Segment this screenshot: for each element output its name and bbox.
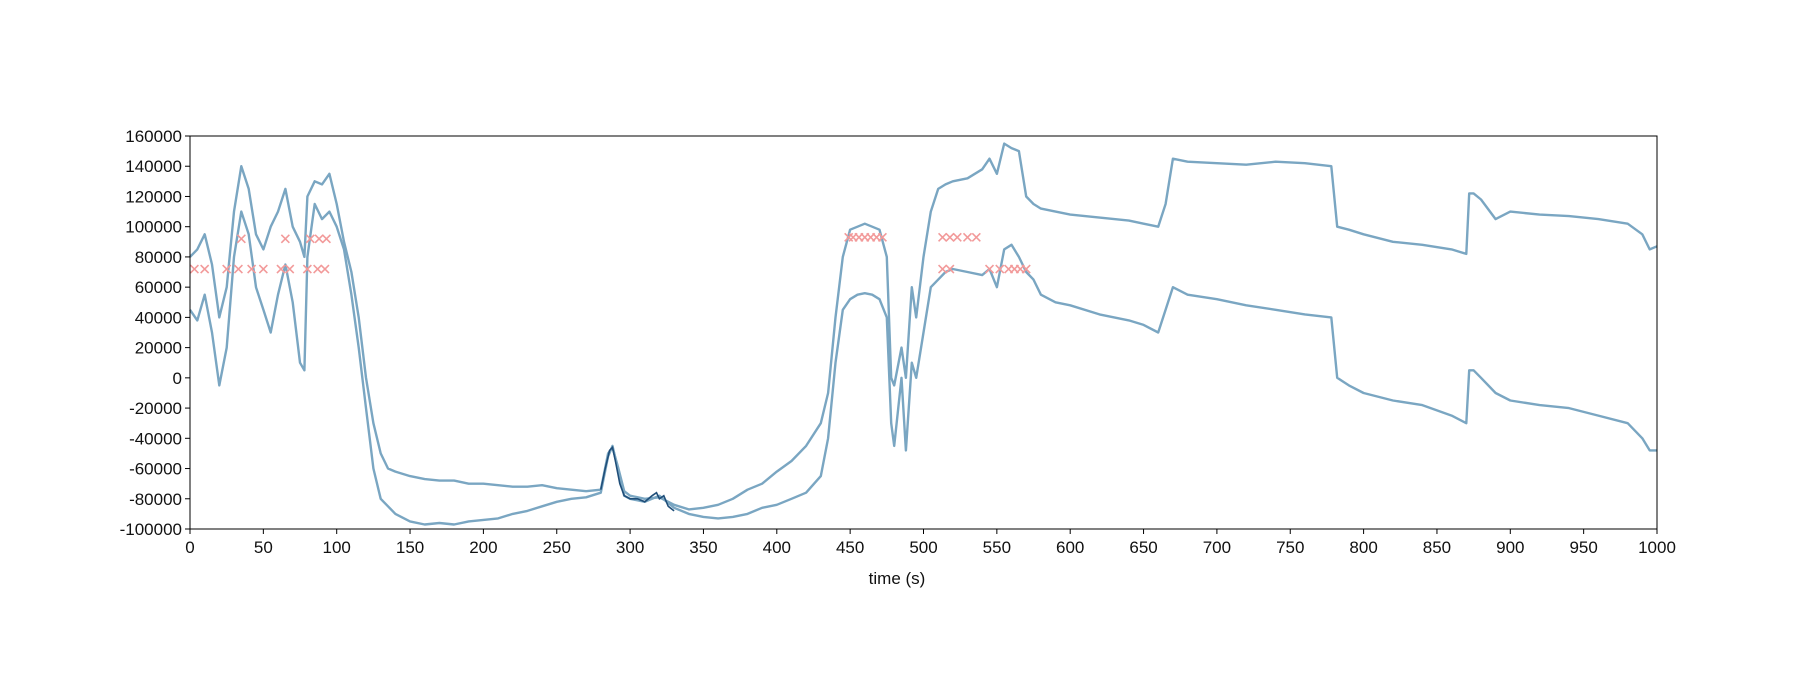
x-marker — [189, 264, 199, 274]
x-tick-label: 500 — [909, 538, 937, 557]
y-tick-label: -80000 — [129, 490, 182, 509]
x-marker — [938, 264, 948, 274]
x-marker — [200, 264, 210, 274]
y-tick-label: -60000 — [129, 460, 182, 479]
series-line-1 — [189, 142, 1658, 511]
x-tick-label: 350 — [689, 538, 717, 557]
x-tick-label: 600 — [1056, 538, 1084, 557]
x-marker — [233, 264, 243, 274]
x-marker — [938, 232, 948, 242]
highlight-segment — [600, 445, 675, 512]
x-tick-label: 0 — [185, 538, 194, 557]
x-marker — [952, 232, 962, 242]
x-marker — [302, 264, 312, 274]
x-marker — [962, 232, 973, 242]
y-tick-label: 60000 — [135, 278, 182, 297]
x-marker — [984, 264, 995, 274]
x-marker — [222, 264, 232, 274]
x-tick-label: 200 — [469, 538, 497, 557]
x-marker — [1021, 264, 1031, 274]
x-tick-label: 800 — [1349, 538, 1377, 557]
x-tick-label: 250 — [543, 538, 571, 557]
x-tick-label: 450 — [836, 538, 864, 557]
y-tick-label: -100000 — [120, 520, 182, 539]
x-tick-label: 50 — [254, 538, 273, 557]
x-marker — [314, 234, 324, 244]
y-tick-label: 140000 — [125, 157, 182, 176]
y-tick-label: -20000 — [129, 399, 182, 418]
y-tick-label: 100000 — [125, 218, 182, 237]
x-marker — [285, 264, 295, 274]
y-tick-label: 40000 — [135, 308, 182, 327]
series-line-2 — [189, 202, 1657, 526]
y-tick-label: 120000 — [125, 187, 182, 206]
x-tick-label: 100 — [323, 538, 351, 557]
x-axis: 0 50 100 150 200 250 300 350 400 450 500 550 600 650 7… — [185, 529, 1676, 557]
y-axis: -100000 -80000 -60000 -40000 -20000 0 20000 400… — [120, 127, 190, 539]
x-tick-label: 650 — [1129, 538, 1157, 557]
x-tick-label: 950 — [1569, 538, 1597, 557]
x-marker — [320, 264, 330, 274]
y-tick-label: 80000 — [135, 248, 182, 267]
x-tick-label: 700 — [1203, 538, 1231, 557]
x-marker — [321, 234, 331, 244]
x-marker — [971, 232, 981, 242]
y-tick-label: 0 — [173, 369, 182, 388]
x-marker — [258, 264, 268, 274]
y-tick-label: 160000 — [125, 127, 182, 146]
x-tick-label: 400 — [763, 538, 791, 557]
x-marker — [313, 264, 323, 274]
plot-area — [189, 142, 1658, 526]
x-marker — [236, 234, 246, 244]
x-tick-label: 1000 — [1638, 538, 1676, 557]
x-axis-title: time (s) — [869, 569, 926, 588]
y-tick-label: 20000 — [135, 339, 182, 358]
x-marker — [276, 264, 286, 274]
x-marker — [995, 264, 1005, 274]
x-tick-label: 850 — [1423, 538, 1451, 557]
x-marker — [305, 234, 315, 244]
x-tick-label: 300 — [616, 538, 644, 557]
x-tick-label: 900 — [1496, 538, 1524, 557]
x-marker — [247, 264, 257, 274]
x-marker — [877, 232, 887, 242]
x-tick-label: 150 — [396, 538, 424, 557]
x-marker — [945, 264, 955, 274]
x-marker — [280, 234, 290, 244]
x-marker — [945, 232, 955, 242]
x-tick-label: 550 — [983, 538, 1011, 557]
y-tick-label: -40000 — [129, 429, 182, 448]
x-tick-label: 750 — [1276, 538, 1304, 557]
